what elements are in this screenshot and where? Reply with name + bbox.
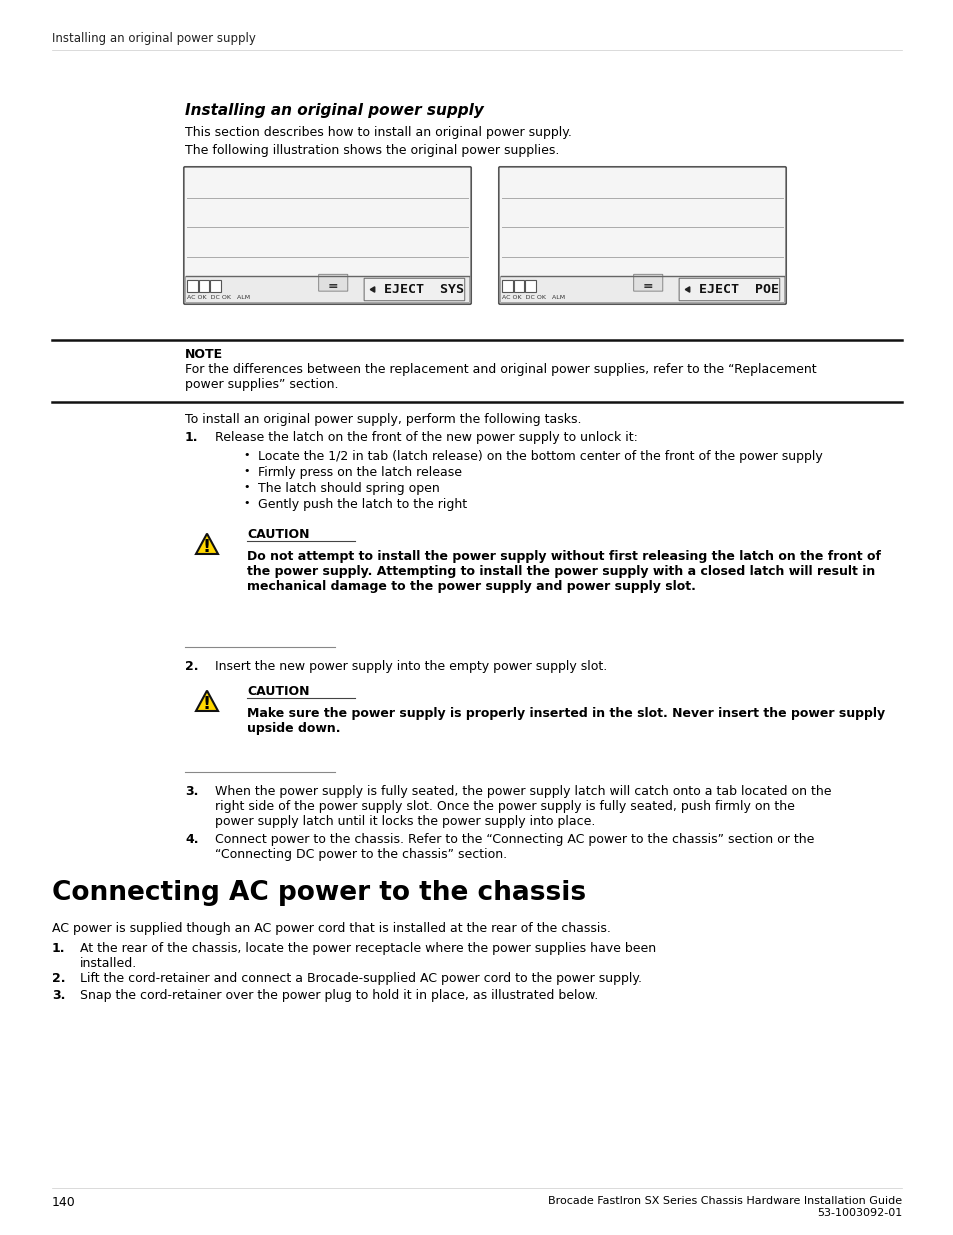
Text: 1.: 1.: [52, 942, 66, 955]
FancyBboxPatch shape: [498, 167, 785, 304]
FancyBboxPatch shape: [184, 167, 471, 304]
Bar: [198, 280, 209, 293]
Text: The following illustration shows the original power supplies.: The following illustration shows the ori…: [185, 144, 558, 157]
Text: Make sure the power supply is properly inserted in the slot. Never insert the po: Make sure the power supply is properly i…: [247, 706, 884, 735]
Text: CAUTION: CAUTION: [247, 529, 309, 541]
FancyBboxPatch shape: [185, 277, 469, 303]
Text: CAUTION: CAUTION: [247, 685, 309, 698]
Text: Brocade FastIron SX Series Chassis Hardware Installation Guide
53-1003092-01: Brocade FastIron SX Series Chassis Hardw…: [547, 1195, 901, 1218]
Text: =: =: [328, 280, 338, 293]
Text: NOTE: NOTE: [185, 348, 223, 361]
Text: •: •: [243, 466, 250, 475]
Bar: [187, 280, 197, 293]
Text: Do not attempt to install the power supply without first releasing the latch on : Do not attempt to install the power supp…: [247, 550, 880, 593]
Text: For the differences between the replacement and original power supplies, refer t: For the differences between the replacem…: [185, 363, 816, 391]
Text: Firmly press on the latch release: Firmly press on the latch release: [257, 466, 461, 479]
Text: Lift the cord-retainer and connect a Brocade-supplied AC power cord to the power: Lift the cord-retainer and connect a Bro…: [80, 972, 641, 986]
Polygon shape: [195, 534, 218, 555]
Text: Locate the 1/2 in tab (latch release) on the bottom center of the front of the p: Locate the 1/2 in tab (latch release) on…: [257, 450, 821, 463]
Text: 1.: 1.: [185, 431, 198, 445]
Bar: [513, 280, 524, 293]
Text: Connect power to the chassis. Refer to the “Connecting AC power to the chassis” : Connect power to the chassis. Refer to t…: [214, 832, 814, 861]
Text: 3.: 3.: [52, 989, 66, 1002]
FancyBboxPatch shape: [500, 277, 783, 303]
Polygon shape: [370, 287, 375, 293]
Text: !: !: [203, 538, 211, 556]
Text: AC power is supplied though an AC power cord that is installed at the rear of th: AC power is supplied though an AC power …: [52, 923, 610, 935]
Text: Gently push the latch to the right: Gently push the latch to the right: [257, 498, 467, 511]
Text: •: •: [243, 450, 250, 459]
Text: 140: 140: [52, 1195, 75, 1209]
Text: =: =: [642, 280, 653, 293]
Text: Insert the new power supply into the empty power supply slot.: Insert the new power supply into the emp…: [214, 659, 607, 673]
FancyBboxPatch shape: [633, 274, 662, 291]
Text: 2.: 2.: [185, 659, 198, 673]
Text: 2.: 2.: [52, 972, 66, 986]
Text: Snap the cord-retainer over the power plug to hold it in place, as illustrated b: Snap the cord-retainer over the power pl…: [80, 989, 598, 1002]
Text: 3.: 3.: [185, 785, 198, 798]
Bar: [525, 280, 536, 293]
Polygon shape: [195, 690, 218, 711]
Text: EJECT  SYS: EJECT SYS: [384, 283, 464, 296]
Text: To install an original power supply, perform the following tasks.: To install an original power supply, per…: [185, 412, 581, 426]
Bar: [210, 280, 221, 293]
Bar: [501, 280, 513, 293]
Text: AC OK  DC OK   ALM: AC OK DC OK ALM: [187, 295, 250, 300]
FancyBboxPatch shape: [318, 274, 348, 291]
Text: !: !: [203, 695, 211, 713]
Text: Release the latch on the front of the new power supply to unlock it:: Release the latch on the front of the ne…: [214, 431, 638, 445]
Text: Installing an original power supply: Installing an original power supply: [52, 32, 255, 44]
Text: Connecting AC power to the chassis: Connecting AC power to the chassis: [52, 881, 585, 906]
Text: The latch should spring open: The latch should spring open: [257, 482, 439, 495]
FancyBboxPatch shape: [679, 278, 779, 300]
Text: AC OK  DC OK   ALM: AC OK DC OK ALM: [501, 295, 564, 300]
FancyBboxPatch shape: [364, 278, 464, 300]
Text: This section describes how to install an original power supply.: This section describes how to install an…: [185, 126, 571, 140]
Text: •: •: [243, 498, 250, 508]
Text: EJECT  POE: EJECT POE: [699, 283, 779, 296]
Text: •: •: [243, 482, 250, 492]
Text: At the rear of the chassis, locate the power receptacle where the power supplies: At the rear of the chassis, locate the p…: [80, 942, 656, 969]
Text: 4.: 4.: [185, 832, 198, 846]
Text: Installing an original power supply: Installing an original power supply: [185, 103, 483, 119]
Polygon shape: [684, 287, 689, 293]
Text: When the power supply is fully seated, the power supply latch will catch onto a : When the power supply is fully seated, t…: [214, 785, 831, 827]
